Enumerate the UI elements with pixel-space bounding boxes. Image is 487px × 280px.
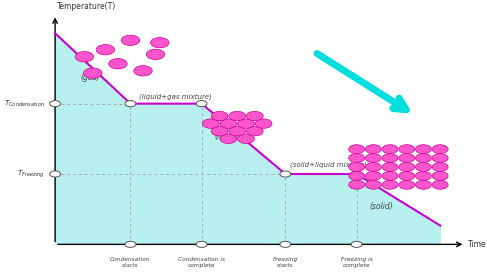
Text: (solid+liquid mixture): (solid+liquid mixture) <box>290 162 366 169</box>
Circle shape <box>365 154 381 162</box>
Circle shape <box>255 119 272 128</box>
Circle shape <box>196 101 207 107</box>
Circle shape <box>229 127 245 136</box>
Circle shape <box>432 145 448 154</box>
Text: Condensation
starts: Condensation starts <box>110 257 150 268</box>
Circle shape <box>399 154 415 162</box>
Circle shape <box>246 127 263 136</box>
Circle shape <box>246 111 263 121</box>
Circle shape <box>432 171 448 180</box>
Circle shape <box>382 145 398 154</box>
Circle shape <box>211 111 228 121</box>
Circle shape <box>399 162 415 171</box>
Circle shape <box>351 241 362 248</box>
Circle shape <box>220 119 237 128</box>
Text: (solid): (solid) <box>369 202 393 211</box>
Polygon shape <box>55 33 440 244</box>
Circle shape <box>349 145 365 154</box>
Circle shape <box>415 171 431 180</box>
Circle shape <box>349 171 365 180</box>
Circle shape <box>147 49 165 60</box>
Circle shape <box>238 119 254 128</box>
Circle shape <box>50 171 60 177</box>
Text: $T_{Freezing}$: $T_{Freezing}$ <box>17 168 45 180</box>
Text: Time: Time <box>468 240 486 249</box>
Circle shape <box>382 154 398 162</box>
Circle shape <box>415 180 431 189</box>
Circle shape <box>365 145 381 154</box>
Text: (liquid+gas mixture): (liquid+gas mixture) <box>139 94 212 101</box>
Circle shape <box>365 162 381 171</box>
Text: (liquid): (liquid) <box>214 132 241 141</box>
Circle shape <box>399 180 415 189</box>
Circle shape <box>382 180 398 189</box>
Circle shape <box>96 45 114 55</box>
Circle shape <box>399 145 415 154</box>
Circle shape <box>365 180 381 189</box>
Text: Condensation is
complete: Condensation is complete <box>178 257 225 268</box>
Circle shape <box>229 111 245 121</box>
Circle shape <box>351 171 362 177</box>
Circle shape <box>280 241 291 248</box>
Circle shape <box>349 162 365 171</box>
Circle shape <box>238 134 254 144</box>
Text: $T_{Condensation}$: $T_{Condensation}$ <box>4 99 45 109</box>
Circle shape <box>125 241 136 248</box>
Circle shape <box>365 171 381 180</box>
Circle shape <box>432 162 448 171</box>
Circle shape <box>432 154 448 162</box>
Circle shape <box>196 241 207 248</box>
Circle shape <box>382 171 398 180</box>
Circle shape <box>415 145 431 154</box>
Circle shape <box>432 180 448 189</box>
Circle shape <box>50 101 60 107</box>
Text: Freezing
starts: Freezing starts <box>273 257 298 268</box>
Text: (gas): (gas) <box>80 73 100 82</box>
Circle shape <box>349 180 365 189</box>
Circle shape <box>109 59 127 69</box>
Circle shape <box>415 162 431 171</box>
Circle shape <box>203 119 219 128</box>
Circle shape <box>280 171 291 177</box>
Circle shape <box>399 171 415 180</box>
Circle shape <box>121 35 140 45</box>
Circle shape <box>211 127 228 136</box>
Circle shape <box>125 101 136 107</box>
Circle shape <box>75 52 94 62</box>
Circle shape <box>415 154 431 162</box>
Circle shape <box>84 68 102 78</box>
Text: Temperature(T): Temperature(T) <box>57 2 116 11</box>
Circle shape <box>150 38 169 48</box>
Circle shape <box>220 134 237 144</box>
Circle shape <box>382 162 398 171</box>
Circle shape <box>134 66 152 76</box>
Circle shape <box>349 154 365 162</box>
Text: Freezing is
complete: Freezing is complete <box>341 257 373 268</box>
